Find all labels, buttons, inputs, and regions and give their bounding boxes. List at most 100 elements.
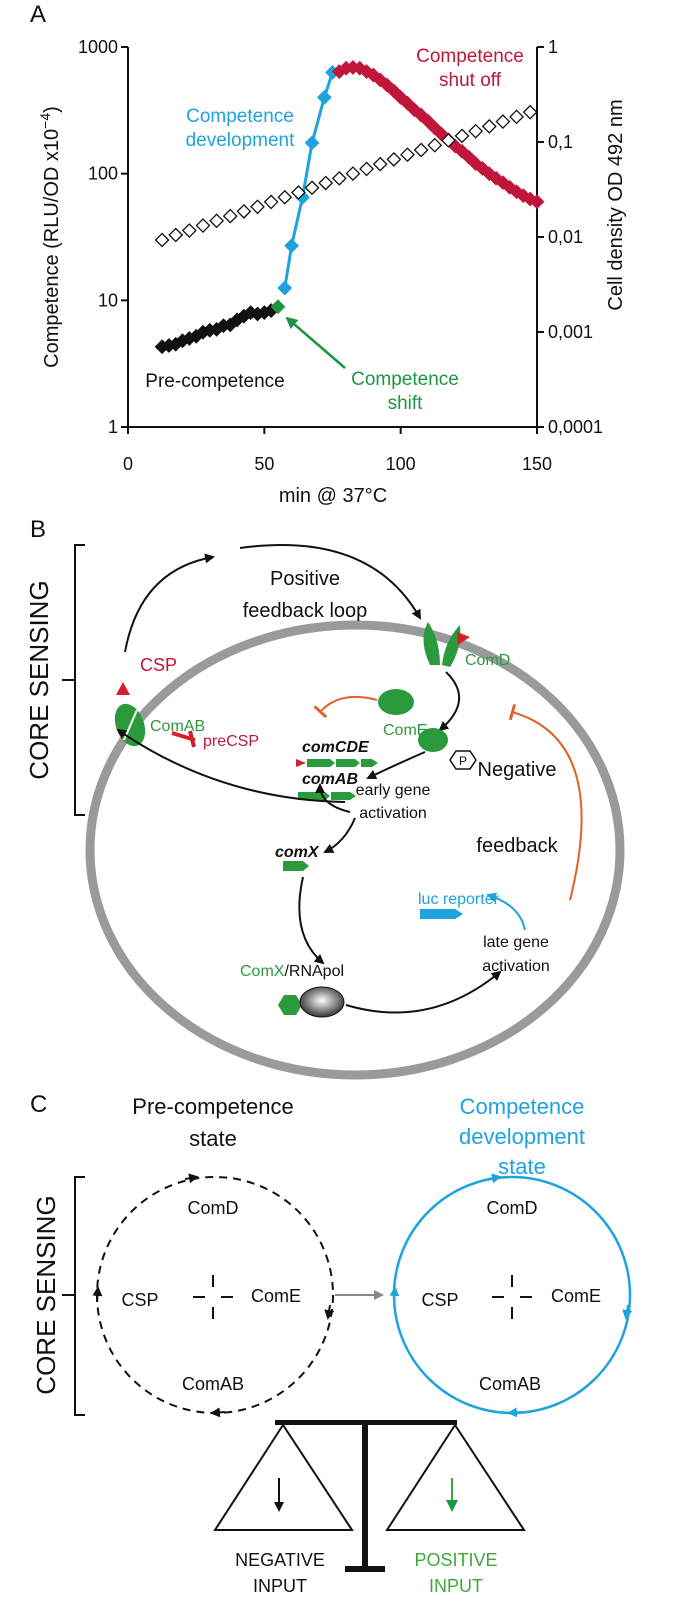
x-axis-label: min @ 37°C [279, 485, 387, 507]
y-tick-label: 100 [88, 164, 118, 184]
x-tick-label: 150 [522, 454, 552, 474]
line: INPUT [429, 1576, 483, 1596]
inhibition [313, 695, 378, 719]
csp-label: CSP [140, 655, 177, 675]
node-label: CSP [421, 1290, 458, 1310]
data-point [277, 189, 293, 205]
luc-label: luc reporter [418, 891, 500, 908]
line: activation [359, 805, 427, 822]
y2-tick-label: 0,1 [548, 132, 573, 152]
rnapol [299, 986, 345, 1018]
csp [116, 682, 130, 695]
y-label-part: Competence (RLU/OD x10 [41, 129, 63, 368]
arrowhead [389, 1286, 400, 1303]
data-point [304, 135, 320, 151]
phosphate [449, 750, 477, 770]
line: early gene [356, 782, 431, 799]
node-label: ComAB [479, 1374, 541, 1394]
annotation-arrow [285, 316, 346, 369]
comd-label: ComD [465, 652, 510, 669]
data-point [236, 203, 252, 219]
annotation-line: Competence [351, 369, 459, 390]
cross [492, 1275, 532, 1319]
come-label: ComE [383, 722, 427, 739]
annotation: Competence development [186, 106, 296, 151]
comab-label: ComAB [150, 718, 205, 735]
arrow [239, 544, 421, 620]
data-point [209, 213, 225, 229]
gene [296, 759, 306, 767]
data-point [400, 147, 415, 163]
y-tick-label: 1000 [78, 37, 118, 57]
x-tick-label: 50 [254, 454, 274, 474]
data-point [386, 151, 402, 167]
phospho-come [418, 728, 448, 752]
y2-tick-label: 0,01 [548, 227, 583, 247]
arrow [438, 671, 461, 732]
gene-label: comX [275, 844, 320, 861]
comd-protein [423, 622, 461, 667]
precsp-label: preCSP [203, 733, 259, 750]
gene [283, 861, 309, 871]
arrow [345, 970, 502, 1014]
y-tick-label: 1 [108, 417, 118, 437]
negative-label: Negative feedback [476, 759, 558, 857]
cell [85, 620, 625, 1080]
data-point [413, 142, 429, 158]
annotation: Competence shut off [416, 46, 524, 91]
arrowhead [92, 1286, 103, 1303]
y-tick-label: 10 [98, 290, 118, 310]
data-point [359, 161, 375, 177]
arrowhead [324, 1304, 335, 1320]
annotation-line: shut off [439, 70, 502, 91]
line: feedback [476, 835, 558, 857]
line: development [459, 1124, 585, 1149]
come-protein [378, 689, 414, 715]
node-label: ComE [551, 1286, 601, 1306]
pan [385, 1423, 526, 1531]
line: state [189, 1126, 237, 1151]
y2-tick-label: 1 [548, 37, 558, 57]
cross [193, 1275, 233, 1319]
data-point [250, 199, 265, 215]
line: feedback loop [243, 600, 368, 622]
diagram-c: C Pre-competence state Competence developm… [30, 1091, 633, 1596]
annotation: Pre-competence [145, 371, 284, 392]
data-point [195, 218, 211, 233]
arrow [486, 892, 526, 931]
chart-a: 0 50 100 150 1 10 100 1000 0,0001 0,001 0,01 0,1 1 Pr… [78, 37, 603, 474]
arrow [298, 876, 325, 965]
precsp [171, 730, 196, 748]
arrowhead [622, 1304, 633, 1320]
data-point [468, 123, 484, 139]
arrowhead [184, 1173, 199, 1184]
arrow [315, 783, 351, 813]
state-label: Competence development state [459, 1094, 585, 1179]
gene [307, 759, 378, 767]
annotation: Competence shift [351, 369, 459, 414]
data-point [222, 208, 238, 224]
line: NEGATIVE [235, 1550, 325, 1570]
arrow [124, 553, 215, 653]
data-point [454, 128, 470, 144]
data-point [318, 175, 334, 191]
phosphate-label: P [459, 754, 467, 768]
data-point [316, 89, 332, 105]
input-label: POSITIVE INPUT [414, 1550, 497, 1596]
data-point [427, 137, 443, 153]
annotation-line: Competence [416, 46, 524, 67]
y2-tick-label: 0,0001 [548, 417, 603, 437]
data-point [154, 232, 170, 248]
node-label: ComD [486, 1198, 537, 1218]
data-point [440, 132, 456, 148]
y2-axis-label: Cell density OD 492 nm [605, 99, 627, 310]
data-point [522, 104, 538, 120]
annotation-line: Pre-competence [145, 371, 284, 392]
data-point [331, 170, 347, 186]
side-label: CORE SENSING [24, 580, 54, 779]
side-label: CORE SENSING [31, 1195, 61, 1394]
arrowhead [487, 1173, 502, 1184]
data-point [372, 156, 388, 172]
inhibition [508, 704, 583, 901]
